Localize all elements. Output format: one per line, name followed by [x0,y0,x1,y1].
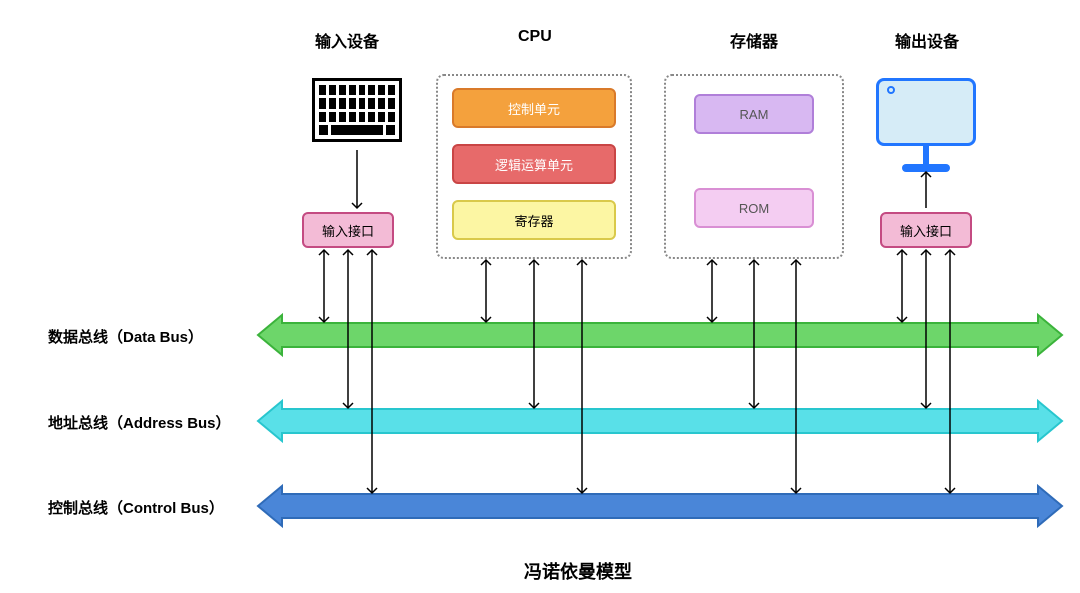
bus-label-data: 数据总线（Data Bus） [48,326,203,347]
keyboard-icon [312,78,402,142]
node-control-unit-label: 控制单元 [508,99,560,118]
bus-label-control: 控制总线（Control Bus） [48,497,224,518]
node-rom: ROM [694,188,814,228]
node-rom-label: ROM [739,201,769,216]
header-memory: 存储器 [730,28,778,52]
node-input-interface: 输入接口 [302,212,394,248]
node-output-interface-label: 输入接口 [900,221,952,240]
node-ram-label: RAM [740,107,769,122]
node-register: 寄存器 [452,200,616,240]
node-alu-label: 逻辑运算单元 [495,155,573,174]
header-output-device: 输出设备 [895,28,959,52]
node-input-interface-label: 输入接口 [322,221,374,240]
node-output-interface: 输入接口 [880,212,972,248]
header-input-device: 输入设备 [315,28,379,52]
diagram-caption: 冯诺依曼模型 [524,558,632,584]
header-cpu: CPU [518,28,552,46]
monitor-icon [876,78,976,178]
node-alu: 逻辑运算单元 [452,144,616,184]
node-ram: RAM [694,94,814,134]
node-register-label: 寄存器 [514,211,553,230]
bus-label-address: 地址总线（Address Bus） [48,412,231,433]
node-control-unit: 控制单元 [452,88,616,128]
